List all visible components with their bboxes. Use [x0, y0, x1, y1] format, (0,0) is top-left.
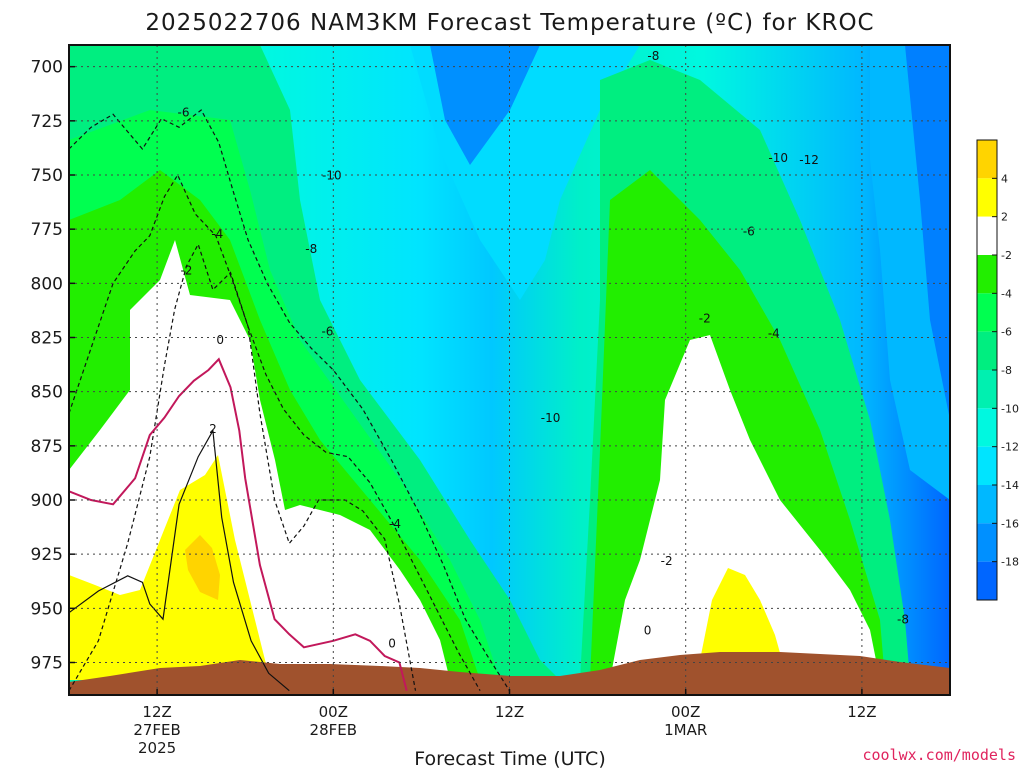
- contour-label: -2: [661, 554, 673, 568]
- colorbar-swatch: [977, 408, 997, 447]
- y-tick-label: 925: [31, 545, 63, 565]
- y-tick-label: 875: [31, 437, 63, 457]
- colorbar-swatch: [977, 561, 997, 600]
- isotherm-line: [69, 357, 408, 691]
- y-tick-label: 775: [31, 220, 63, 240]
- grid-lines: [69, 45, 950, 695]
- contour-label: -10: [322, 168, 342, 182]
- colorbar-swatch: [977, 523, 997, 562]
- contour-label: -6: [743, 225, 755, 239]
- colorbar-swatch: [977, 485, 997, 524]
- contour-label: -4: [768, 327, 780, 341]
- chart-title: 2025022706 NAM3KM Forecast Temperature (…: [145, 10, 874, 36]
- x-tick-label: 00Z: [671, 703, 700, 721]
- contour-label: 0: [216, 333, 224, 347]
- colorbar-swatch: [977, 255, 997, 294]
- contour-label: -8: [305, 242, 317, 256]
- x-tick-label: 1MAR: [664, 721, 707, 739]
- colorbar-label: -4: [1001, 287, 1012, 300]
- colorbar-swatch: [977, 140, 997, 179]
- y-axis-ticks: 700 725 750 775 800 825 850 875 900 925 950 975: [31, 58, 75, 674]
- y-tick-label: 700: [31, 58, 63, 78]
- colorbar-label: -8: [1001, 364, 1012, 377]
- contour-label: -2: [699, 311, 711, 325]
- isotherm-line: [69, 173, 481, 691]
- colorbar-swatch: [977, 293, 997, 332]
- y-tick-label: 900: [31, 491, 63, 511]
- colorbar-label: 2: [1001, 211, 1008, 224]
- contour-label: -10: [768, 151, 788, 165]
- colorbar-swatch: [977, 331, 997, 370]
- contour-label: 0: [388, 636, 396, 650]
- colorbar-swatch: [977, 216, 997, 255]
- x-tick-label: 12Z: [142, 703, 171, 721]
- y-tick-label: 725: [31, 112, 63, 132]
- x-tick-label: 12Z: [847, 703, 876, 721]
- colorbar-label: -2: [1001, 249, 1012, 262]
- contour-label: -4: [389, 517, 401, 531]
- contour-labels: -6 -2 -4 0 2 -10 -8 -6 -4 0 -10 -8 -2 -2 0 -6 -4 -10 -12 -8: [178, 49, 909, 650]
- x-tick-label: 2025: [138, 739, 176, 757]
- y-tick-label: 750: [31, 166, 63, 186]
- contour-label: -8: [897, 613, 909, 627]
- warm-region-right: [610, 335, 880, 680]
- y-tick-label: 825: [31, 329, 63, 349]
- isotherm-line: [69, 109, 511, 692]
- cold-core-right: [905, 45, 950, 420]
- isotherm-line: [69, 242, 417, 692]
- contour-label: -12: [799, 153, 819, 167]
- colorbar-label: -6: [1001, 326, 1012, 339]
- x-tick-label: 00Z: [319, 703, 348, 721]
- contour-label: 0: [644, 623, 652, 637]
- contour-label: 2: [209, 422, 217, 436]
- x-tick-label: 27FEB: [133, 721, 180, 739]
- contour-label: -6: [321, 324, 333, 338]
- contour-label: -2: [180, 264, 192, 278]
- colorbar-swatch: [977, 446, 997, 485]
- colorbar-label: -18: [1001, 556, 1019, 569]
- contour-label: -10: [541, 411, 561, 425]
- colorbar: 4 2 -2 -4 -6 -8 -10 -12 -14 -16 -18: [976, 139, 1019, 601]
- y-tick-label: 975: [31, 654, 63, 674]
- x-tick-label: 28FEB: [310, 721, 357, 739]
- contour-label: -8: [647, 49, 659, 63]
- colorbar-label: -10: [1001, 402, 1019, 415]
- colorbar-swatch: [977, 178, 997, 217]
- colorbar-label: -16: [1001, 517, 1019, 530]
- colorbar-label: -14: [1001, 479, 1019, 492]
- y-tick-label: 800: [31, 274, 63, 294]
- contour-label: -6: [178, 106, 190, 120]
- contour-lines: [69, 109, 511, 692]
- colorbar-swatch: [977, 370, 997, 409]
- warm-orange-left: [185, 535, 220, 600]
- cold-core-center: [430, 45, 540, 165]
- x-axis-label: Forecast Time (UTC): [414, 748, 605, 768]
- y-tick-label: 850: [31, 383, 63, 403]
- source-credit: coolwx.com/models: [862, 746, 1016, 764]
- x-tick-label: 12Z: [495, 703, 524, 721]
- y-tick-label: 950: [31, 599, 63, 619]
- isotherm-line: [69, 428, 290, 692]
- colorbar-label: 4: [1001, 172, 1008, 185]
- colorbar-label: -12: [1001, 441, 1019, 454]
- warm-yellow-left: [69, 455, 270, 680]
- contour-label: -4: [211, 227, 223, 241]
- warm-yellow-right: [700, 568, 782, 660]
